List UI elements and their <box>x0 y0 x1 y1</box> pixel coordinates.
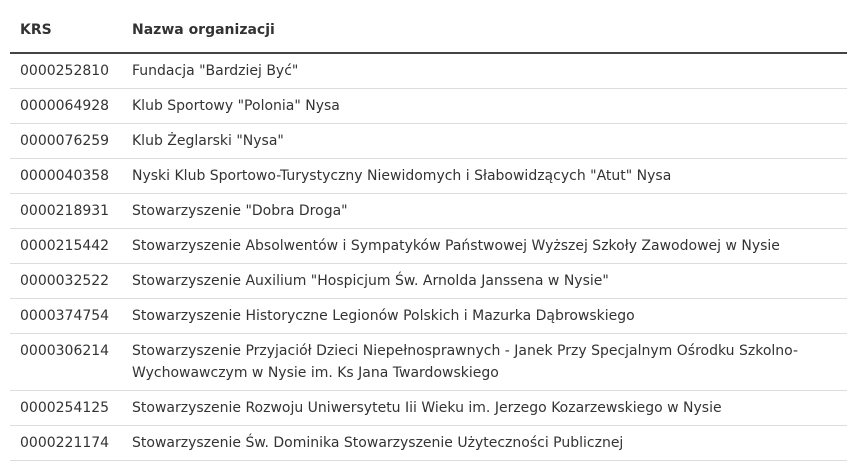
name-cell: Stowarzyszenie Rozwoju Uniwersytetu Iii … <box>122 390 847 426</box>
name-cell: Fundacja "Bardziej Być" <box>122 53 847 89</box>
table-row: 0000215442 Stowarzyszenie Absolwentów i S… <box>10 228 847 264</box>
krs-cell: 0000064928 <box>10 88 122 124</box>
name-cell: Stowarzyszenie Historyczne Legionów Pols… <box>122 298 847 334</box>
table-row: 0000374754 Stowarzyszenie Historyczne Leg… <box>10 298 847 334</box>
table-row: 0000076259 Klub Żeglarski "Nysa" <box>10 123 847 159</box>
krs-cell: 0000076259 <box>10 123 122 159</box>
organization-table: KRS Nazwa organizacji 0000252810 Fundacja… <box>10 8 847 461</box>
table-row: 0000218931 Stowarzyszenie "Dobra Droga" <box>10 193 847 229</box>
name-cell: Klub Żeglarski "Nysa" <box>122 123 847 159</box>
krs-cell: 0000252810 <box>10 53 122 89</box>
name-cell: Klub Sportowy "Polonia" Nysa <box>122 88 847 124</box>
krs-cell: 0000306214 <box>10 333 122 391</box>
table-row: 0000221174 Stowarzyszenie Św. Dominika St… <box>10 425 847 461</box>
name-cell: Stowarzyszenie Św. Dominika Stowarzyszen… <box>122 425 847 461</box>
name-cell: Stowarzyszenie Absolwentów i Sympatyków … <box>122 228 847 264</box>
krs-cell: 0000040358 <box>10 158 122 194</box>
name-cell: Stowarzyszenie Auxilium "Hospicjum Św. A… <box>122 263 847 299</box>
table-row: 0000254125 Stowarzyszenie Rozwoju Uniwers… <box>10 390 847 426</box>
table-row: 0000064928 Klub Sportowy "Polonia" Nysa <box>10 88 847 124</box>
table-row: 0000032522 Stowarzyszenie Auxilium "Hospi… <box>10 263 847 299</box>
krs-cell: 0000218931 <box>10 193 122 229</box>
table-body: 0000252810 Fundacja "Bardziej Być" 0000064… <box>10 53 847 461</box>
krs-cell: 0000374754 <box>10 298 122 334</box>
name-cell: Stowarzyszenie Przyjaciół Dzieci Niepełn… <box>122 333 847 391</box>
krs-cell: 0000221174 <box>10 425 122 461</box>
table-row: 0000252810 Fundacja "Bardziej Być" <box>10 53 847 89</box>
name-cell: Stowarzyszenie "Dobra Droga" <box>122 193 847 229</box>
table-row: 0000040358 Nyski Klub Sportowo-Turystyczn… <box>10 158 847 194</box>
table-row: 0000306214 Stowarzyszenie Przyjaciół Dzie… <box>10 333 847 391</box>
header-cell: KRS <box>10 8 122 54</box>
krs-cell: 0000254125 <box>10 390 122 426</box>
header-row: KRS Nazwa organizacji <box>10 8 847 54</box>
krs-cell: 0000032522 <box>10 263 122 299</box>
krs-cell: 0000215442 <box>10 228 122 264</box>
header-cell: Nazwa organizacji <box>122 8 847 54</box>
table-head: KRS Nazwa organizacji <box>10 8 847 54</box>
name-cell: Nyski Klub Sportowo-Turystyczny Niewidom… <box>122 158 847 194</box>
